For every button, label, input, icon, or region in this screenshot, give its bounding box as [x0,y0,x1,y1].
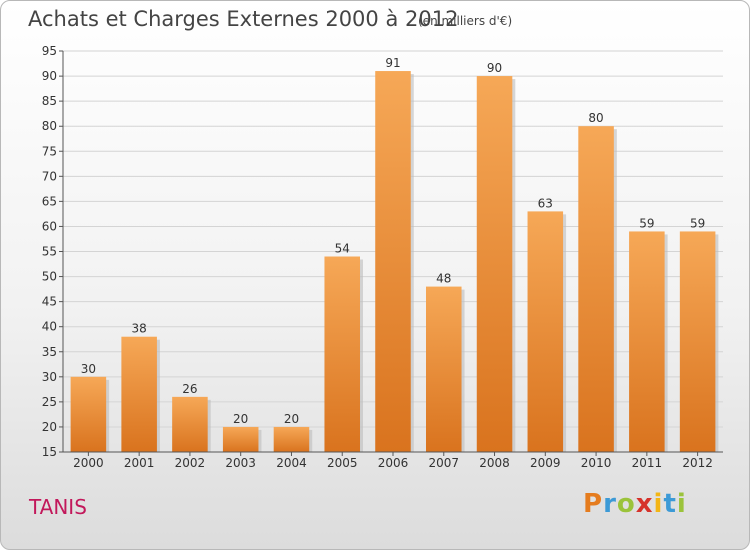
proxiti-logo: Proxiti [583,489,687,519]
x-tick-label: 2005 [327,456,358,470]
data-label: 80 [588,111,603,125]
bar [527,211,564,452]
bar [426,286,462,452]
x-tick-label: 2001 [124,456,155,470]
y-tick-label: 30 [42,370,57,384]
data-label: 26 [182,382,197,396]
data-label: 59 [690,216,705,230]
y-tick-label: 85 [42,94,57,108]
y-tick-label: 15 [42,445,57,459]
y-tick-label: 25 [42,395,57,409]
y-tick-label: 35 [42,345,57,359]
y-tick-label: 65 [42,194,57,208]
logo-letter: x [635,489,654,519]
y-tick-label: 80 [42,119,57,133]
y-tick-label: 55 [42,245,57,259]
y-tick-label: 20 [42,420,57,434]
logo-letter: P [583,489,604,519]
bar [121,336,157,452]
logo-letter: i [676,489,687,519]
data-label: 90 [487,61,502,75]
bar [70,376,107,452]
place-name: TANIS [29,495,87,519]
y-tick-label: 90 [42,69,57,83]
x-tick-label: 2007 [428,456,459,470]
bar [222,426,259,452]
bar [375,71,411,453]
data-label: 20 [284,412,299,426]
bar [324,256,360,452]
x-tick-label: 2004 [276,456,307,470]
bar [273,426,310,452]
data-label: 30 [81,362,96,376]
chart-unit: (en milliers d'€) [418,14,513,28]
x-tick-label: 2011 [632,456,663,470]
x-tick-label: 2003 [225,456,256,470]
data-label: 54 [335,242,350,256]
x-tick-label: 2008 [479,456,510,470]
data-label: 59 [639,216,654,230]
bars: 30 38 26 20 20 54 91 48 90 63 80 59 59 [70,56,719,453]
y-tick-label: 70 [42,169,57,183]
logo-letter: i [653,489,664,519]
x-tick-label: 2002 [175,456,206,470]
bar [172,396,208,452]
bar [629,231,665,452]
data-label: 38 [132,322,147,336]
x-tick-label: 2012 [682,456,713,470]
y-tick-label: 95 [42,44,57,58]
logo-letter: t [663,489,677,519]
y-tick-label: 75 [42,144,57,158]
data-label: 63 [538,196,553,210]
bar [578,126,614,452]
logo-letter: o [616,489,636,519]
data-label: 20 [233,412,248,426]
x-tick-label: 2010 [581,456,612,470]
x-tick-label: 2000 [73,456,104,470]
chart-title: Achats et Charges Externes 2000 à 2012 [28,7,459,31]
x-axis: 2000 2001 2002 2003 2004 2005 2006 2007 2008 2009… [63,451,723,470]
data-label: 48 [436,272,451,286]
y-tick-label: 50 [42,270,57,284]
y-axis: 15 20 25 30 35 40 45 50 55 60 65 70 75 80 85 90 95 [42,44,64,459]
x-tick-label: 2009 [530,456,561,470]
logo-letter: r [603,489,617,519]
bar [679,231,716,452]
data-label: 91 [385,56,400,70]
x-tick-label: 2006 [378,456,409,470]
y-tick-label: 45 [42,295,57,309]
y-tick-label: 60 [42,219,57,233]
bar [476,76,513,452]
y-tick-label: 40 [42,320,57,334]
